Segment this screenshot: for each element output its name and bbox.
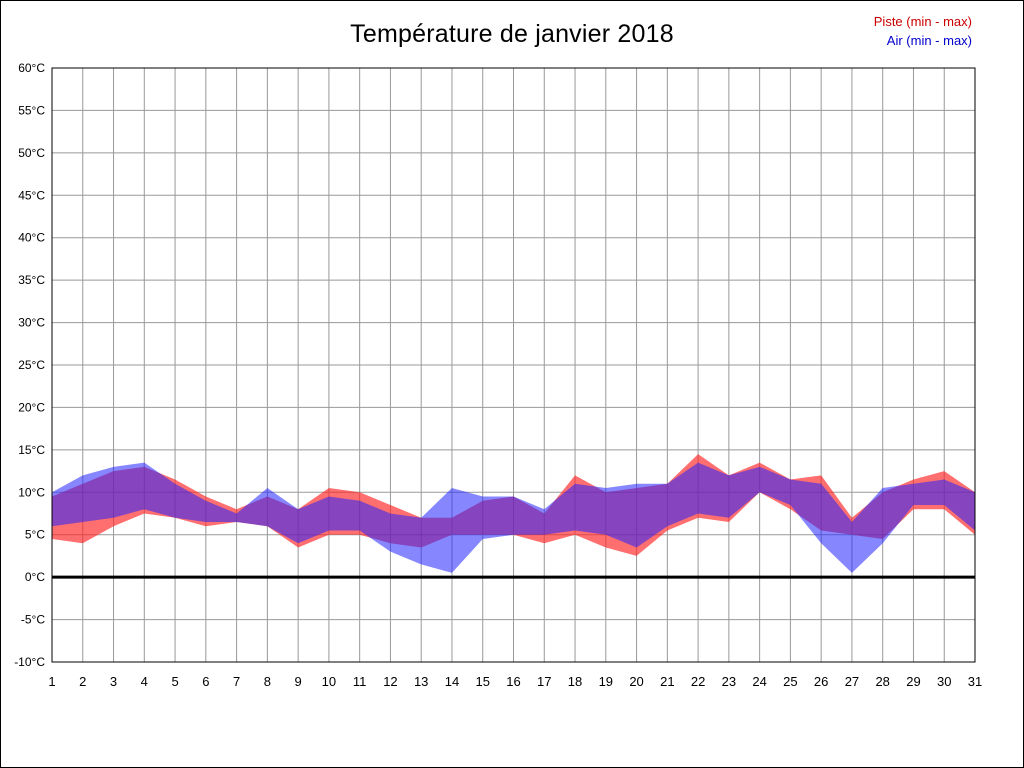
chart-title: Température de janvier 2018 xyxy=(350,20,674,48)
x-tick-label: 19 xyxy=(599,674,613,689)
x-tick-label: 26 xyxy=(814,674,828,689)
x-tick-label: 7 xyxy=(233,674,240,689)
y-tick-label: 10°C xyxy=(18,485,45,499)
x-tick-label: 10 xyxy=(322,674,336,689)
y-tick-label: 15°C xyxy=(18,443,45,457)
x-tick-label: 23 xyxy=(722,674,736,689)
x-tick-label: 25 xyxy=(783,674,797,689)
legend-piste-label: Piste (min - max) xyxy=(873,14,972,29)
y-tick-label: 40°C xyxy=(18,231,45,245)
x-tick-label: 30 xyxy=(937,674,951,689)
x-tick-label: 12 xyxy=(383,674,397,689)
y-tick-label: 35°C xyxy=(18,273,45,287)
y-tick-label: 50°C xyxy=(18,146,45,160)
x-tick-label: 20 xyxy=(629,674,643,689)
plot-border xyxy=(51,67,976,663)
x-tick-label: 17 xyxy=(537,674,551,689)
y-tick-label: 25°C xyxy=(18,358,45,372)
x-tick-label: 14 xyxy=(445,674,459,689)
y-tick-label: 45°C xyxy=(18,188,45,202)
y-tick-label: 60°C xyxy=(18,61,45,75)
x-tick-label: 31 xyxy=(968,674,982,689)
x-tick-label: 1 xyxy=(48,674,55,689)
y-tick-label: 5°C xyxy=(25,528,45,542)
chart-legend: Piste (min - max) Air (min - max) xyxy=(874,12,972,50)
x-tick-label: 8 xyxy=(264,674,271,689)
band-air xyxy=(52,462,975,573)
y-tick-label: -10°C xyxy=(14,655,45,669)
y-tick-label: 30°C xyxy=(18,316,45,330)
x-tick-label: 22 xyxy=(691,674,705,689)
x-tick-label: 3 xyxy=(110,674,117,689)
x-tick-label: 27 xyxy=(845,674,859,689)
x-tick-label: 11 xyxy=(353,674,367,689)
x-tick-label: 21 xyxy=(660,674,674,689)
legend-air-label: Air (min - max) xyxy=(886,33,972,48)
x-tick-label: 13 xyxy=(414,674,428,689)
x-tick-label: 2 xyxy=(79,674,86,689)
x-tick-label: 18 xyxy=(568,674,582,689)
x-tick-label: 5 xyxy=(171,674,178,689)
y-tick-label: -5°C xyxy=(21,613,45,627)
x-tick-label: 16 xyxy=(506,674,520,689)
x-tick-label: 6 xyxy=(202,674,209,689)
x-tick-label: 4 xyxy=(141,674,148,689)
x-tick-label: 9 xyxy=(295,674,302,689)
y-tick-label: 55°C xyxy=(18,103,45,117)
x-tick-label: 24 xyxy=(752,674,766,689)
x-tick-label: 15 xyxy=(475,674,489,689)
y-tick-label: 0°C xyxy=(25,570,45,584)
x-tick-label: 29 xyxy=(906,674,920,689)
x-tick-label: 28 xyxy=(875,674,889,689)
y-tick-label: 20°C xyxy=(18,400,45,414)
